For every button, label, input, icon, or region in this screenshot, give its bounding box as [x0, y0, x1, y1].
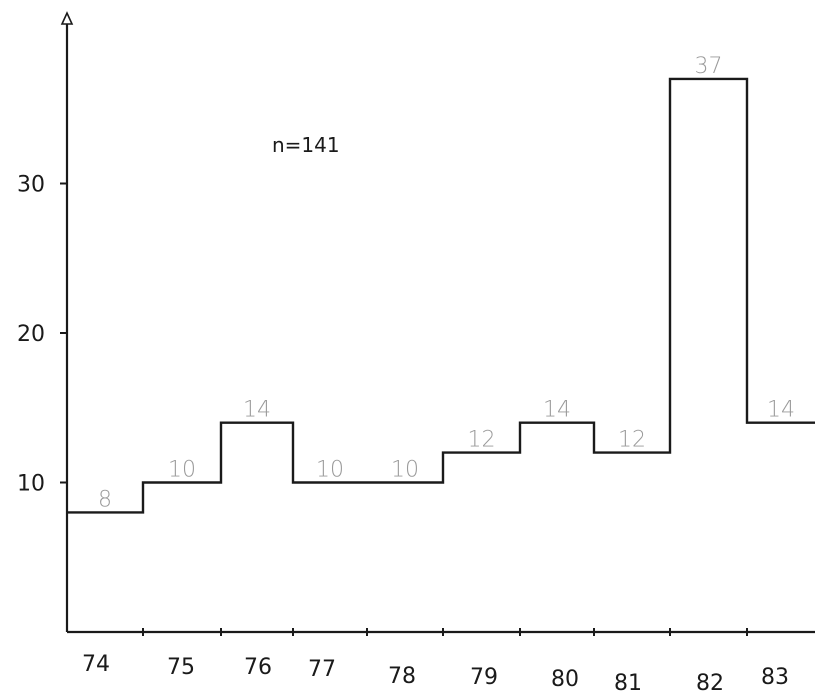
histogram-bar-77	[293, 483, 367, 633]
histogram-bar-74	[67, 512, 143, 632]
sample-size-annotation: n=141	[272, 133, 340, 157]
histogram-steps	[67, 77, 815, 633]
data-label-80: 14	[543, 398, 571, 423]
data-label-74: 8	[98, 487, 112, 512]
data-label-82: 37	[695, 54, 723, 79]
histogram-bar-83	[747, 423, 815, 632]
y-tick-label-20: 20	[17, 322, 45, 347]
x-tick-label-83: 83	[761, 665, 789, 690]
histogram-bar-79	[443, 453, 520, 632]
histogram-bar-78	[367, 483, 443, 633]
histogram-outline	[67, 77, 815, 514]
x-tick-label-75: 75	[167, 655, 195, 680]
axes	[60, 11, 815, 634]
histogram-bar-75	[143, 483, 221, 633]
labels: 10 20 30 74 75 76 77 78 79 80 81 82 83 8 10 14 10 10 12 14 1…	[17, 54, 795, 695]
y-tick-label-10: 10	[17, 472, 45, 497]
y-axis-arrow-icon	[60, 11, 74, 25]
data-label-77: 10	[316, 458, 344, 483]
data-label-78: 10	[391, 458, 419, 483]
data-label-81: 12	[618, 428, 646, 453]
x-tick-label-77: 77	[308, 657, 336, 682]
x-tick-label-74: 74	[82, 652, 110, 677]
histogram-bar-80	[520, 423, 594, 632]
y-tick-label-30: 30	[17, 173, 45, 198]
x-tick-label-79: 79	[470, 665, 498, 690]
x-tick-label-82: 82	[696, 671, 724, 695]
data-label-79: 12	[468, 428, 496, 453]
data-label-75: 10	[168, 458, 196, 483]
x-tick-label-80: 80	[551, 667, 579, 692]
histogram-bar-76	[221, 423, 293, 632]
x-tick-label-76: 76	[244, 655, 272, 680]
ticks	[60, 182, 748, 636]
x-tick-label-78: 78	[388, 664, 416, 689]
data-label-83: 14	[767, 398, 795, 423]
x-tick-label-81: 81	[614, 671, 642, 695]
histogram-bar-81	[594, 453, 670, 632]
data-label-76: 14	[243, 398, 271, 423]
histogram-bar-82	[670, 79, 747, 632]
